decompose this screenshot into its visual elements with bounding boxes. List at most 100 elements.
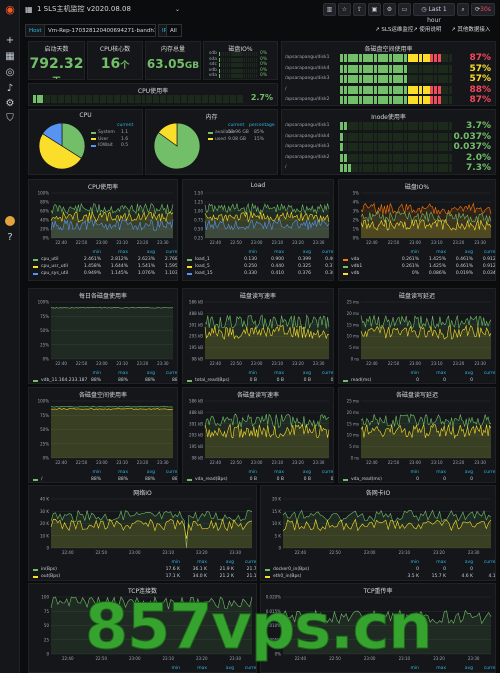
top-navbar: ▦ 1 SLS主机监控 v2020.08.08 ⌄ ▥ ☆ ⇪ ▣ ⚙ ▭ ◷ … [20, 0, 500, 24]
legend-row[interactable]: vdb 0% 0.086% 0.019% 0.034% [343, 270, 495, 277]
timeseries-panel[interactable]: Load 1.50 1.25 1.00 0.75 0.50 0.25 22:40 22:50 23… [182, 179, 334, 281]
disk-io-util-gauge-panel[interactable]: 磁盘IO% sdb 0% sda 0% sdc 0% vdb 0% vda 0% [203, 41, 278, 80]
bell-icon[interactable]: ♪ [6, 83, 14, 94]
uptime-panel[interactable]: 启动天数 792.32天 [28, 41, 85, 80]
timeseries-panel[interactable]: TCP重传率 0.020% 0.015% 0.010% 0.005% 0% 22:40 22:… [260, 583, 496, 673]
legend-row[interactable]: vdb1 0.261% 1.425% 0.461% 0.912% [343, 263, 495, 270]
legend-swatch [187, 273, 192, 275]
y-tick-label: 391 kB [189, 421, 203, 426]
legend-row[interactable]: out(Bps) 17.1 K 34.0 K 21.2 K 21.1 K [33, 573, 256, 580]
x-tick-label: 22:40 [366, 240, 378, 245]
grafana-logo-icon[interactable]: ◉ [5, 3, 15, 16]
timeseries-panel[interactable]: TCP连接数 100 75 50 25 0 22:40 22:50 23:00 23:10 23:2… [28, 583, 257, 673]
gauge-segment [370, 54, 374, 62]
gauge-segment [228, 74, 231, 78]
legend-row[interactable]: in(Bps) 17.6 K 36.1 K 21.9 K 21.7 K [33, 566, 256, 573]
legend-column-header: min [410, 371, 420, 376]
legend-series-name: docker0_in(Bps) [273, 567, 310, 572]
zoom-out-button[interactable]: ⌕ [457, 3, 469, 16]
star-button[interactable]: ☆ [338, 3, 351, 16]
timeseries-panel[interactable]: 磁盘读写延迟 25 ms 20 ms 15 ms 10 ms 5 ms 0 ns 22:40 2… [338, 288, 496, 384]
link-other-data[interactable]: ↗ 其他数据接入 [451, 27, 491, 33]
explore-icon[interactable]: ◎ [5, 67, 15, 78]
timeseries-panel[interactable]: 各磁盘空间使用率 100% 75% 50% 25% 0% 22:40 22:50 23:00 23… [28, 387, 178, 483]
legend-row[interactable]: / 88% 88% 88% 88% [33, 476, 177, 482]
legend-row[interactable]: load_15 0.330 0.410 0.376 0.380 [187, 270, 333, 277]
legend-row[interactable]: cpu_util 2.461% 2.812% 2.623% 2.768% [33, 256, 177, 263]
legend-row[interactable]: total_read(Bps) 0 B 0 B 0 B 0 B [187, 377, 333, 383]
series-line [50, 211, 174, 223]
pie-slice [38, 133, 82, 170]
tv-mode-button[interactable]: ▭ [398, 3, 411, 16]
gauge-segment [201, 95, 205, 103]
legend-column-header: current [244, 666, 257, 671]
link-usage-guide[interactable]: ↗ 使用说明 [413, 27, 442, 33]
gauge-segment [347, 96, 351, 104]
legend-row[interactable]: cpu_usr_util 1.458% 1.644% 1.541% 1.595% [33, 263, 177, 270]
dashboards-icon[interactable]: ▦ [5, 51, 15, 62]
legend-series-name: vdb_11.164.233.187 [41, 378, 88, 383]
gauge-segment [251, 68, 254, 73]
shield-icon[interactable]: ⛉ [6, 113, 14, 124]
timeseries-panel[interactable]: 磁盘读写速率 586 kB 488 kB 391 kB 293 kB 195 kB 98 k… [182, 288, 334, 384]
ip-var-select[interactable]: All [166, 24, 182, 37]
legend-row[interactable]: vda 0.261% 1.425% 0.461% 0.912% [343, 256, 495, 263]
gauge-segment [358, 164, 362, 172]
avatar[interactable] [5, 216, 15, 226]
legend-row[interactable]: cpu_sys_util 0.949% 1.145% 1.076% 1.103% [33, 270, 177, 277]
save-button[interactable]: ▣ [368, 3, 381, 16]
timeseries-graph: 20 K 15 K 10 K 5 K 0 22:40 22:50 23:00 23:10 23:2… [272, 497, 492, 555]
link-sls-ops[interactable]: ↗ SLS运维监控 [375, 27, 414, 33]
settings-button[interactable]: ⚙ [383, 3, 396, 16]
cpu-usage-bar-panel[interactable]: CPU使用率 2.7% [28, 83, 278, 106]
host-var-select[interactable]: Vm-Rep-170328120400694271-bandh113605.tc [44, 24, 156, 37]
gauge-segment [437, 75, 441, 83]
legend-row[interactable]: read(ms)0000 [343, 377, 491, 383]
gauge-segment [145, 95, 149, 103]
gauge-segment [411, 85, 415, 94]
gauge-segment [99, 95, 103, 103]
legend-swatch [208, 138, 213, 140]
gauge-segment [355, 85, 359, 94]
cpu-cores-panel[interactable]: CPU核心数 16个 [87, 41, 143, 80]
legend-row[interactable]: vda_read(Bps) 0 B 0 B 0 B 0 B [187, 476, 333, 482]
timeseries-panel[interactable]: 磁盘IO% 5% 4% 3% 2% 1% 0% 22:40 22:50 23:00 23:10 23:… [338, 179, 496, 281]
x-tick-label: 23:00 [364, 550, 376, 555]
dashboard-title[interactable]: 1 SLS主机监控 v2020.08.08 [37, 5, 131, 13]
gauge-segment [236, 63, 238, 67]
timeseries-panel[interactable]: 各磁盘读写延迟 25 ms 20 ms 15 ms 10 ms 5 ms 0 ns 22:40… [338, 387, 496, 483]
add-panel-button[interactable]: ▥ [323, 3, 336, 16]
timeseries-panel[interactable]: 各网卡IO 20 K 15 K 10 K 5 K 0 22:40 22:50 23:00 23:1… [260, 485, 496, 581]
legend-row[interactable]: docker0_in(Bps)0000 [265, 566, 491, 573]
cpu-pie-panel[interactable]: CPU current System 1.1 User 1.6 IOWait 0.5 [28, 109, 143, 175]
legend-value: 88% [90, 477, 101, 482]
help-icon[interactable]: ? [7, 232, 13, 243]
legend-row[interactable]: vda_read(ms)0000 [343, 476, 491, 482]
legend-row[interactable]: load_1 0.130 0.900 0.399 0.460 [187, 256, 333, 263]
timeseries-panel[interactable]: 每日各磁盘使用率 100% 75% 50% 25% 0% 22:40 22:50 23:00 23… [28, 288, 178, 384]
memory-total-panel[interactable]: 内存总量 63.05GB [145, 41, 201, 80]
gauge-segment [191, 95, 195, 103]
time-range-picker[interactable]: ◷ Last 1 hour [413, 3, 455, 24]
legend-value: 3.5 K [407, 574, 419, 579]
timeseries-panel[interactable]: 网络IO 40 K 30 K 20 K 10 K 0 22:40 22:50 23:00 23:1… [28, 485, 257, 581]
legend-row[interactable]: load_5 0.250 0.440 0.325 0.370 [187, 263, 333, 270]
inode-usage-gauge-panel[interactable]: Inode使用率 /apsarapangu/disk1 3.7% /apsarapa… [281, 109, 496, 175]
gauge-segment [355, 54, 359, 62]
timeseries-panel[interactable]: 各磁盘读写速率 586 kB 488 kB 391 kB 293 kB 195 kB 98 … [182, 387, 334, 483]
memory-pie-panel[interactable]: 内存 current percentage available 53.96 GB 8… [145, 109, 278, 175]
timeseries-panel[interactable]: CPU使用率 100% 80% 60% 40% 20% 0% 22:40 22:50 23:00 2… [28, 179, 178, 281]
share-button[interactable]: ⇪ [353, 3, 366, 16]
disk-usage-gauge-panel[interactable]: 各磁盘空间使用率 /apsarapangu/disk1 87% /apsarapan… [281, 41, 496, 106]
chevron-down-icon[interactable]: ⌄ [175, 6, 181, 13]
legend-row[interactable]: eth0_in(Bps) 3.5 K 15.7 K 4.6 K 4.1 K [265, 573, 495, 580]
refresh-picker[interactable]: ⟳30s [471, 3, 495, 16]
gear-icon[interactable]: ⚙ [5, 98, 15, 109]
gauge-segment [226, 52, 229, 56]
x-tick-label: 23:20 [137, 361, 149, 366]
gauge-segment [418, 143, 422, 151]
gauge-segment [343, 122, 347, 130]
plus-icon[interactable]: + [5, 35, 15, 46]
gauge-segment [355, 132, 359, 141]
